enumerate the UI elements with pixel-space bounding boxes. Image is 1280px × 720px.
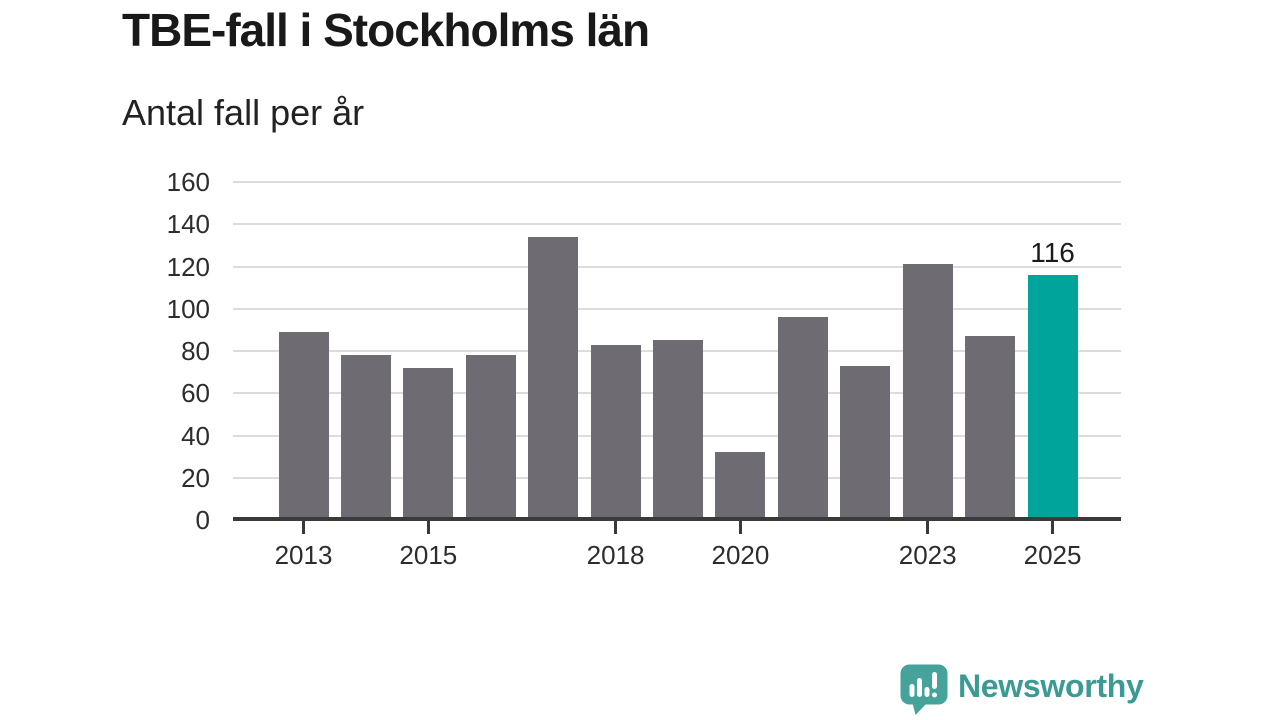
x-axis-tick-2015 (426, 521, 430, 534)
chart-title: TBE-fall i Stockholms län (122, 4, 650, 56)
bar-2017 (528, 236, 579, 520)
chart-gridline (233, 307, 1121, 310)
y-axis-tick-label: 40 (181, 420, 210, 451)
y-axis-tick-label: 20 (181, 462, 210, 493)
bar-2018 (590, 344, 641, 520)
bar-2020 (715, 452, 766, 520)
y-axis-tick-label: 80 (181, 336, 210, 366)
bar-2019 (653, 340, 704, 520)
x-axis-line (233, 517, 1121, 521)
chart-gridline (233, 181, 1121, 183)
x-axis-tick-2020 (738, 521, 742, 534)
bar-2014 (340, 355, 391, 520)
x-axis-tick-label-2018: 2018 (586, 540, 645, 570)
bar-2016 (465, 355, 516, 520)
bar-2013 (278, 331, 329, 520)
y-axis-tick-label: 60 (181, 378, 210, 409)
y-axis-tick-label: 120 (166, 251, 210, 282)
y-axis-tick-label: 140 (166, 209, 210, 240)
bar-2025 (1027, 274, 1078, 520)
chart-subtitle: Antal fall per år (122, 92, 365, 133)
y-axis-tick-label: 100 (166, 293, 210, 324)
bar-2024 (965, 336, 1016, 520)
y-axis-tick-label: 0 (195, 505, 210, 535)
newsworthy-logo: Newsworthy (899, 663, 1144, 715)
x-axis-tick-label-2025: 2025 (1023, 540, 1082, 570)
bar-2022 (840, 365, 891, 520)
highlight-value-label: 116 (1030, 236, 1075, 268)
bar-2023 (902, 264, 953, 520)
bar-2015 (403, 367, 454, 520)
x-axis-tick-label-2020: 2020 (711, 540, 770, 570)
x-axis-tick-2018 (614, 521, 618, 534)
x-axis-tick-label-2023: 2023 (898, 540, 957, 570)
x-axis-tick-label-2013: 2013 (274, 540, 333, 570)
x-axis-tick-2023 (926, 521, 930, 534)
x-axis-tick-2025 (1051, 521, 1055, 534)
chart-gridline (233, 265, 1121, 268)
x-axis-tick-label-2015: 2015 (399, 540, 458, 570)
y-axis-tick-label: 160 (166, 167, 210, 197)
newsworthy-logo-text: Newsworthy (958, 668, 1144, 704)
bar-2021 (777, 317, 828, 520)
bar-chart-speech-bubble-icon (900, 664, 948, 715)
chart-gridline (233, 223, 1121, 226)
x-axis-tick-2013 (302, 521, 305, 534)
